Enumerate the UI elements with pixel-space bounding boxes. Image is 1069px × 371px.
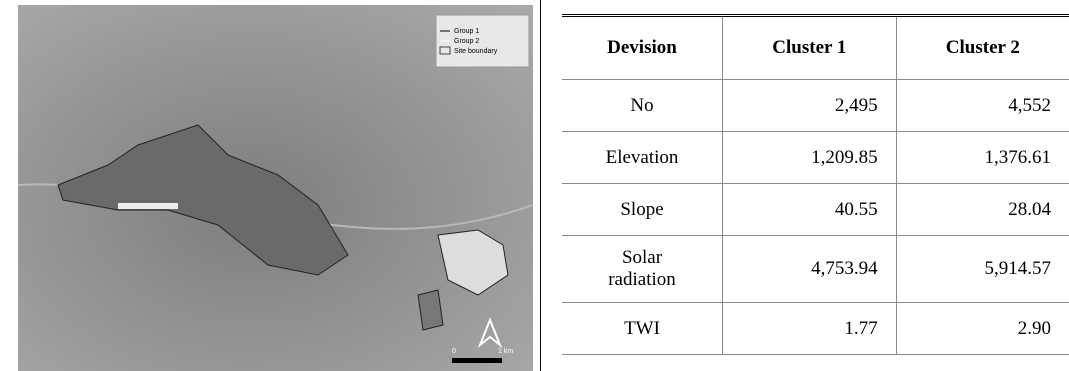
table-cell: TWI — [562, 303, 723, 355]
table-cell: Slope — [562, 184, 723, 236]
group-2-area — [118, 203, 178, 209]
table-cell: 1,209.85 — [723, 132, 897, 184]
table-cell: 5,914.57 — [896, 236, 1069, 303]
legend-label: Group 2 — [454, 38, 479, 45]
table-cell: 1.77 — [723, 303, 897, 355]
table-cell: 40.55 — [723, 184, 897, 236]
table-cell: Elevation — [562, 132, 723, 184]
table-cell: 2,495 — [723, 80, 897, 132]
table-cell: 28.04 — [896, 184, 1069, 236]
legend-label: Group 1 — [454, 28, 479, 35]
scale-label: 1 km — [498, 348, 513, 355]
divider — [540, 0, 541, 371]
header-cell: Devision — [562, 16, 723, 80]
site-boundary — [418, 290, 443, 330]
header-cell: Cluster 2 — [896, 16, 1069, 80]
table-cell: 2.90 — [896, 303, 1069, 355]
header-cell: Cluster 1 — [723, 16, 897, 80]
table-cell: 1,376.61 — [896, 132, 1069, 184]
table-cell: 4,552 — [896, 80, 1069, 132]
map: Group 1 Group 2 Site boundary 0 1 km — [18, 5, 533, 371]
table-cell: Solar radiation — [562, 236, 723, 303]
scale-bar — [452, 358, 502, 363]
legend-label: Site boundary — [454, 48, 498, 55]
scale-label: 0 — [452, 348, 456, 355]
table-cell: No — [562, 80, 723, 132]
page: Group 1 Group 2 Site boundary 0 1 km Dev… — [0, 0, 1069, 371]
table-cell: 4,753.94 — [723, 236, 897, 303]
